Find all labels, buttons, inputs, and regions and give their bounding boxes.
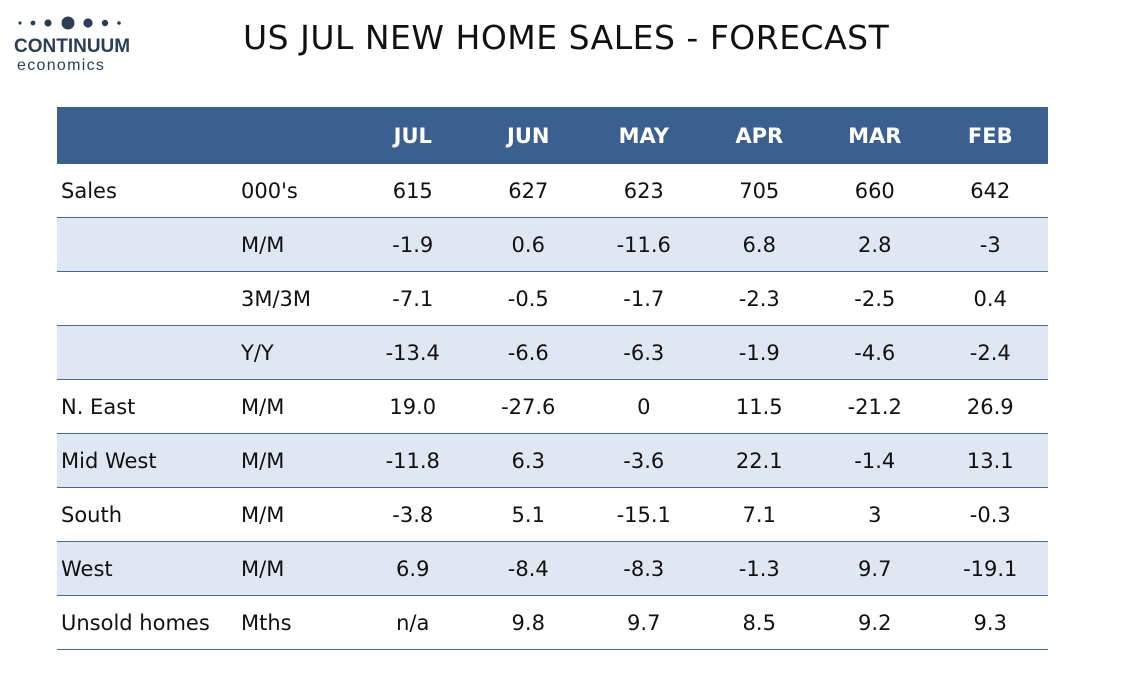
table-row: Y/Y -13.4 -6.6 -6.3 -1.9 -4.6 -2.4 [57, 325, 1048, 380]
value-cell: 0.4 [932, 271, 1048, 326]
value-cell: -21.2 [817, 379, 933, 434]
value-cell: -1.9 [701, 325, 817, 380]
value-cell: -19.1 [932, 541, 1048, 596]
value-cell: 19.0 [355, 379, 471, 434]
value-cell: 627 [470, 164, 586, 218]
value-cell: 3 [817, 487, 933, 542]
value-cell: n/a [355, 595, 471, 650]
page-title: US JUL NEW HOME SALES - FORECAST [243, 18, 890, 57]
forecast-table: JUL JUN MAY APR MAR FEB Sales 000's 615 627 623 70… [57, 107, 1048, 650]
value-cell: -0.3 [932, 487, 1048, 542]
row-unit: M/M [237, 487, 355, 542]
row-label: South [57, 487, 237, 542]
value-cell: -8.3 [586, 541, 702, 596]
value-cell: -27.6 [470, 379, 586, 434]
value-cell: 9.8 [470, 595, 586, 650]
table-row: Mid West M/M -11.8 6.3 -3.6 22.1 -1.4 13.1 [57, 433, 1048, 488]
header-cell-mar: MAR [817, 107, 933, 164]
logo-sub-text: economics [17, 57, 106, 74]
value-cell: -8.4 [470, 541, 586, 596]
value-cell: -11.8 [355, 433, 471, 488]
table-row: Sales 000's 615 627 623 705 660 642 [57, 164, 1048, 218]
value-cell: -1.9 [355, 217, 471, 272]
value-cell: 6.8 [701, 217, 817, 272]
value-cell: 6.3 [470, 433, 586, 488]
value-cell: 9.7 [817, 541, 933, 596]
row-unit: 3M/3M [237, 271, 355, 326]
value-cell: -3.8 [355, 487, 471, 542]
value-cell: 615 [355, 164, 471, 218]
value-cell: 7.1 [701, 487, 817, 542]
row-label [57, 271, 237, 326]
table-row: Unsold homes Mths n/a 9.8 9.7 8.5 9.2 9.3 [57, 595, 1048, 650]
value-cell: 9.3 [932, 595, 1048, 650]
header-cell-apr: APR [701, 107, 817, 164]
logo-brand-text: CONTINUUM [14, 36, 131, 57]
value-cell: 11.5 [701, 379, 817, 434]
table-row: West M/M 6.9 -8.4 -8.3 -1.3 9.7 -19.1 [57, 541, 1048, 596]
value-cell: 9.7 [586, 595, 702, 650]
table-body: Sales 000's 615 627 623 705 660 642 M/M -1.9 0.6 -1… [57, 164, 1048, 650]
table-header-row: JUL JUN MAY APR MAR FEB [57, 107, 1048, 164]
value-cell: -15.1 [586, 487, 702, 542]
value-cell: 6.9 [355, 541, 471, 596]
value-cell: -4.6 [817, 325, 933, 380]
value-cell: 0.6 [470, 217, 586, 272]
table-row: South M/M -3.8 5.1 -15.1 7.1 3 -0.3 [57, 487, 1048, 542]
value-cell: 705 [701, 164, 817, 218]
row-unit: Mths [237, 595, 355, 650]
row-label: West [57, 541, 237, 596]
value-cell: -1.4 [817, 433, 933, 488]
header-cell-may: MAY [586, 107, 702, 164]
value-cell: 8.5 [701, 595, 817, 650]
value-cell: -2.3 [701, 271, 817, 326]
value-cell: -1.3 [701, 541, 817, 596]
row-label: Mid West [57, 433, 237, 488]
value-cell: 0 [586, 379, 702, 434]
value-cell: -2.4 [932, 325, 1048, 380]
row-unit: M/M [237, 217, 355, 272]
row-label: Unsold homes [57, 595, 237, 650]
row-unit: M/M [237, 541, 355, 596]
row-label: Sales [57, 164, 237, 218]
value-cell: 9.2 [817, 595, 933, 650]
value-cell: -6.6 [470, 325, 586, 380]
value-cell: -2.5 [817, 271, 933, 326]
value-cell: 660 [817, 164, 933, 218]
row-label [57, 325, 237, 380]
header-cell-jun: JUN [470, 107, 586, 164]
value-cell: -7.1 [355, 271, 471, 326]
header-cell-blank [237, 107, 355, 164]
value-cell: -0.5 [470, 271, 586, 326]
row-label [57, 217, 237, 272]
value-cell: 26.9 [932, 379, 1048, 434]
continuum-logo: CONTINUUM economics [14, 14, 134, 76]
table-row: M/M -1.9 0.6 -11.6 6.8 2.8 -3 [57, 217, 1048, 272]
value-cell: -13.4 [355, 325, 471, 380]
header-cell-feb: FEB [932, 107, 1048, 164]
table-row: N. East M/M 19.0 -27.6 0 11.5 -21.2 26.9 [57, 379, 1048, 434]
value-cell: -11.6 [586, 217, 702, 272]
row-unit: 000's [237, 164, 355, 218]
row-unit: M/M [237, 433, 355, 488]
value-cell: 642 [932, 164, 1048, 218]
value-cell: -6.3 [586, 325, 702, 380]
value-cell: 22.1 [701, 433, 817, 488]
value-cell: -1.7 [586, 271, 702, 326]
value-cell: 2.8 [817, 217, 933, 272]
row-unit: Y/Y [237, 325, 355, 380]
header-cell-blank [57, 107, 237, 164]
value-cell: 623 [586, 164, 702, 218]
value-cell: -3.6 [586, 433, 702, 488]
value-cell: 5.1 [470, 487, 586, 542]
header-cell-jul: JUL [355, 107, 471, 164]
row-label: N. East [57, 379, 237, 434]
logo-dots-icon [18, 16, 121, 30]
value-cell: -3 [932, 217, 1048, 272]
table-row: 3M/3M -7.1 -0.5 -1.7 -2.3 -2.5 0.4 [57, 271, 1048, 326]
value-cell: 13.1 [932, 433, 1048, 488]
row-unit: M/M [237, 379, 355, 434]
